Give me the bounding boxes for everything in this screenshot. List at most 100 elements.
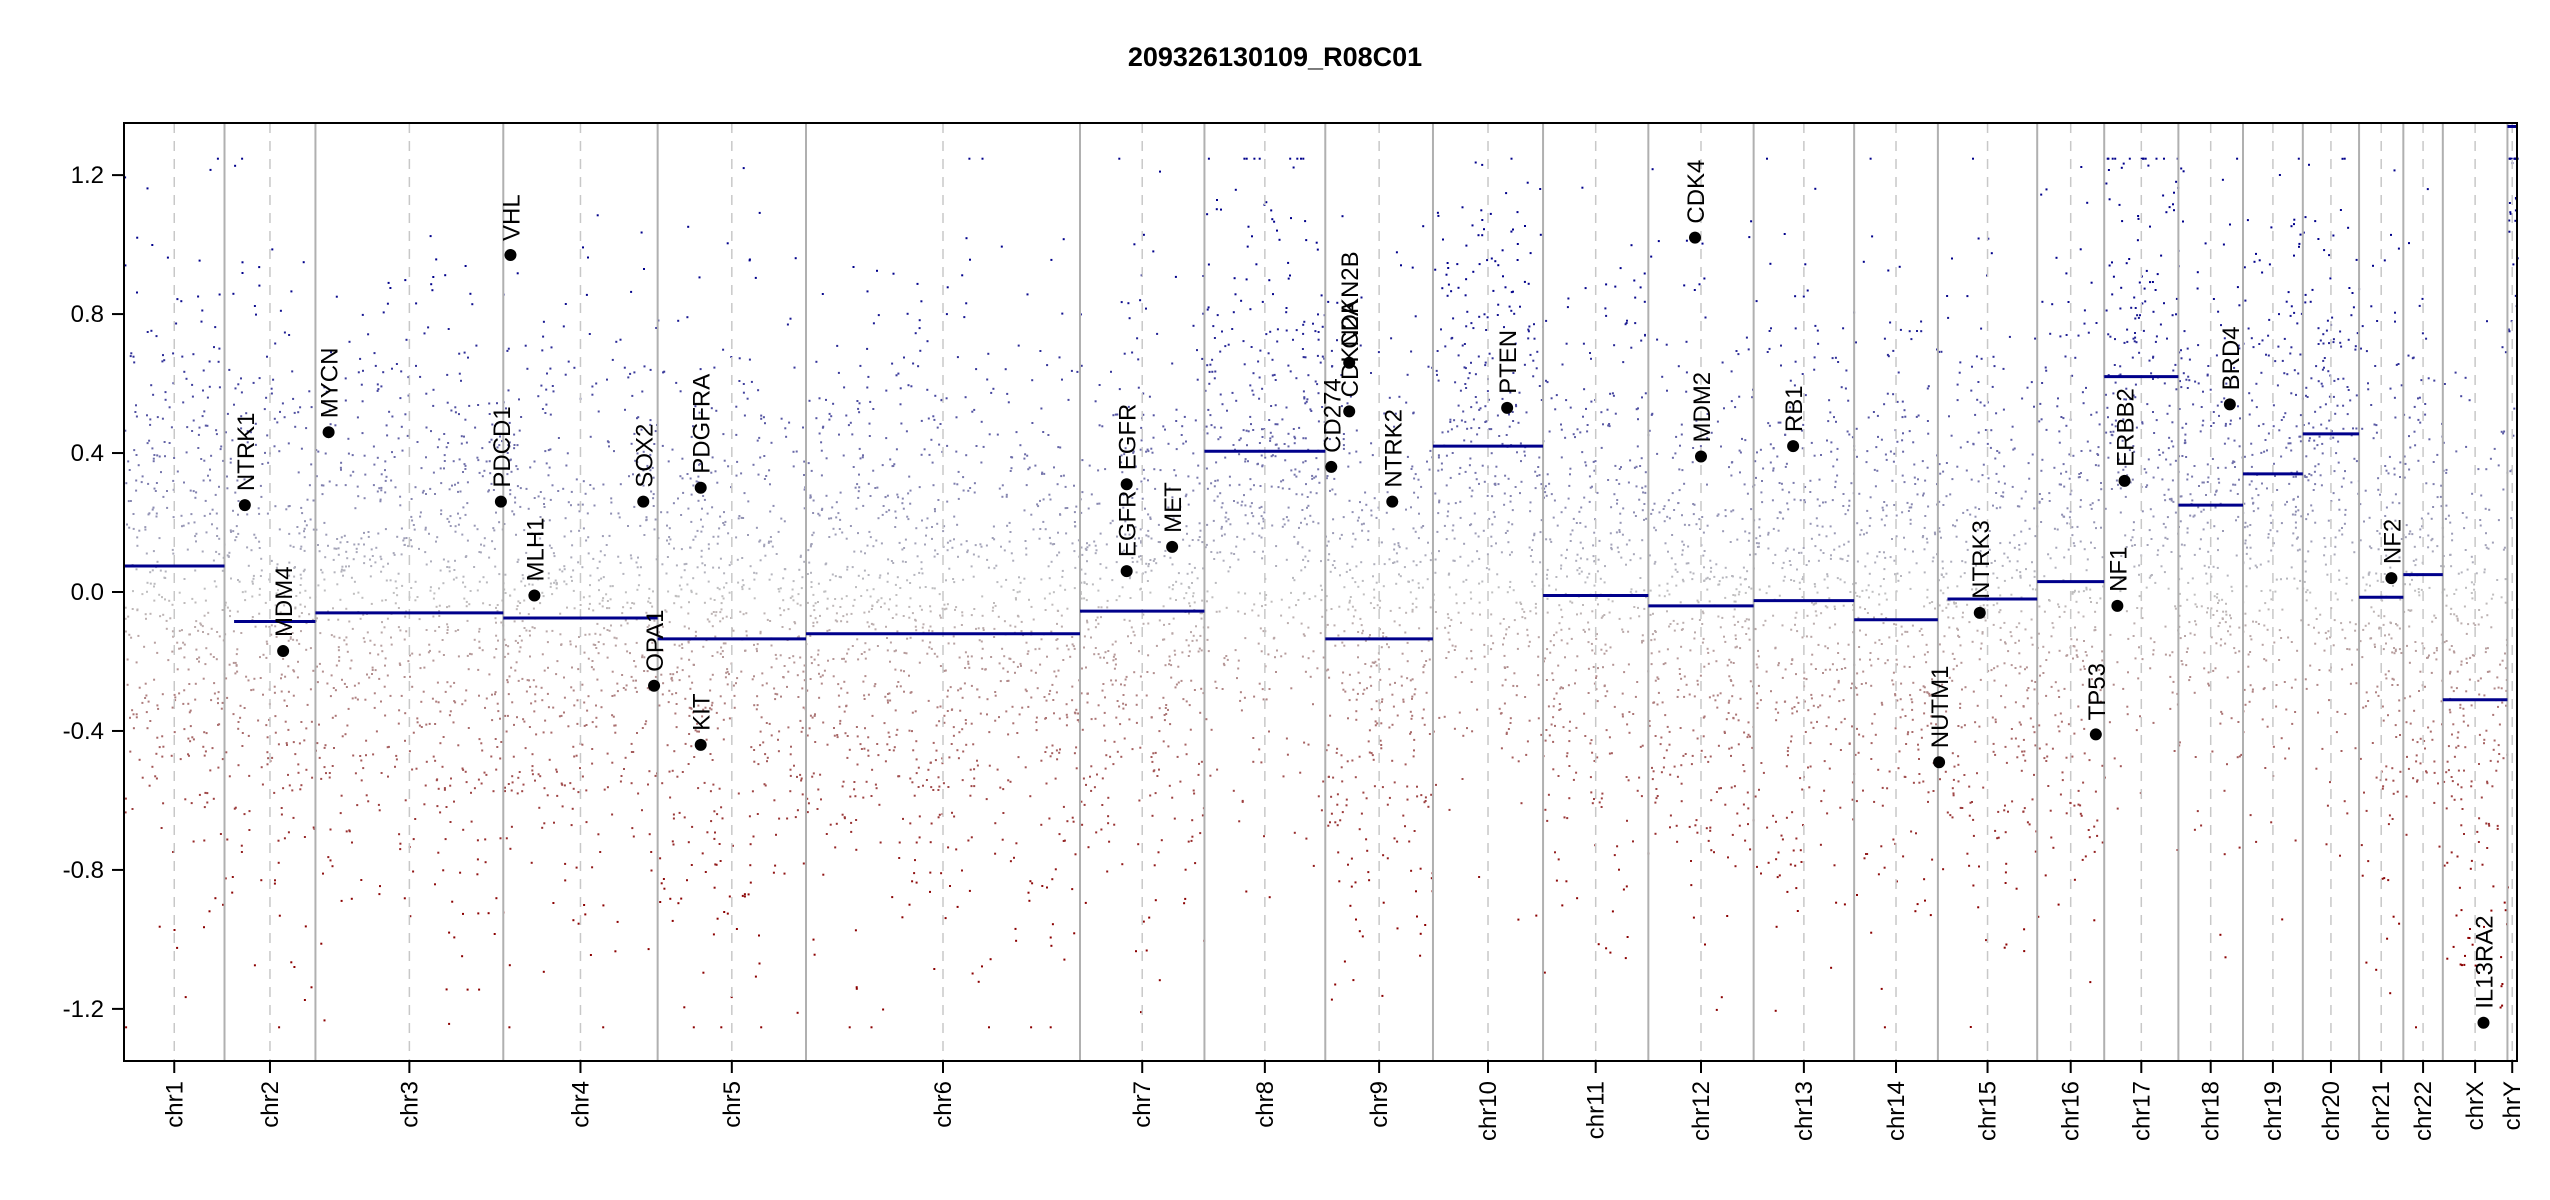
probe-point: [1069, 655, 1072, 658]
probe-point: [343, 682, 346, 685]
probe-point: [236, 610, 239, 613]
probe-point: [575, 645, 577, 648]
probe-point: [507, 783, 510, 785]
probe-point: [923, 448, 926, 451]
probe-point: [882, 1008, 885, 1011]
probe-point: [958, 656, 961, 659]
probe-point: [812, 604, 815, 607]
probe-point: [393, 456, 396, 458]
probe-point: [406, 434, 409, 437]
probe-point: [920, 567, 923, 570]
probe-point: [1112, 659, 1115, 662]
probe-point: [768, 578, 771, 581]
probe-point: [237, 532, 240, 535]
probe-point: [1038, 647, 1041, 650]
probe-point: [251, 618, 254, 621]
probe-point: [1086, 619, 1088, 622]
probe-point: [1081, 553, 1084, 556]
probe-point: [1355, 565, 1358, 568]
probe-point: [1112, 763, 1115, 766]
probe-point: [894, 510, 897, 513]
probe-point: [1289, 370, 1292, 373]
probe-point: [537, 578, 540, 581]
probe-point: [918, 486, 921, 489]
probe-point: [241, 272, 244, 274]
probe-point: [547, 666, 549, 669]
probe-point: [853, 781, 856, 783]
probe-point: [967, 655, 969, 658]
probe-point: [436, 681, 439, 684]
probe-point: [1103, 724, 1106, 727]
probe-point: [1392, 562, 1395, 564]
probe-point: [723, 523, 726, 526]
probe-point: [636, 566, 639, 569]
probe-point: [834, 846, 837, 849]
probe-point: [1290, 217, 1292, 220]
probe-point: [1200, 649, 1203, 652]
probe-point: [758, 934, 760, 937]
probe-point: [953, 538, 955, 541]
probe-point: [1326, 544, 1328, 547]
probe-point: [991, 537, 994, 539]
probe-point: [265, 724, 268, 727]
probe-point: [1139, 448, 1142, 451]
probe-point: [1120, 755, 1123, 758]
probe-point: [710, 612, 713, 615]
probe-point: [210, 627, 213, 630]
probe-point: [351, 697, 354, 700]
probe-point: [367, 800, 370, 803]
probe-point: [690, 591, 693, 594]
probe-point: [528, 574, 531, 577]
probe-point: [668, 621, 671, 624]
probe-point: [812, 938, 815, 941]
probe-point: [755, 572, 758, 575]
probe-point: [1225, 520, 1228, 523]
probe-point: [901, 916, 904, 919]
probe-point: [1149, 516, 1152, 519]
probe-point: [1243, 538, 1246, 541]
probe-point: [542, 519, 545, 522]
probe-point: [994, 822, 997, 825]
probe-point: [312, 669, 315, 672]
probe-point: [881, 464, 884, 467]
probe-point: [386, 674, 389, 677]
probe-point: [355, 547, 358, 550]
probe-point: [545, 388, 548, 391]
probe-point: [611, 358, 614, 361]
probe-point: [832, 675, 835, 678]
probe-point: [201, 550, 204, 553]
probe-point: [587, 536, 590, 539]
probe-point: [446, 401, 449, 404]
probe-point: [473, 638, 476, 641]
probe-point: [1221, 403, 1224, 406]
probe-point: [930, 438, 933, 441]
probe-point: [985, 544, 988, 547]
probe-point: [195, 491, 198, 494]
probe-point: [127, 500, 130, 503]
probe-point: [832, 527, 835, 530]
probe-point: [846, 735, 849, 737]
probe-point: [215, 433, 218, 436]
probe-point: [925, 526, 928, 529]
probe-point: [1340, 533, 1343, 536]
probe-point: [506, 679, 509, 681]
probe-point: [965, 540, 968, 543]
probe-point: [807, 549, 810, 552]
probe-point: [478, 988, 481, 991]
probe-point: [988, 1026, 990, 1029]
probe-point: [1005, 710, 1008, 713]
probe-point: [1421, 717, 1424, 720]
probe-point: [476, 858, 479, 861]
probe-point: [1206, 638, 1209, 641]
probe-point: [293, 670, 296, 673]
probe-point: [1029, 795, 1032, 798]
probe-point: [428, 532, 430, 535]
probe-point: [1297, 599, 1300, 601]
probe-point: [999, 680, 1002, 683]
probe-point: [1371, 454, 1374, 457]
probe-point: [654, 518, 657, 521]
probe-point: [1411, 714, 1414, 717]
probe-point: [218, 553, 221, 556]
probe-point: [741, 579, 744, 582]
probe-point: [828, 536, 831, 538]
